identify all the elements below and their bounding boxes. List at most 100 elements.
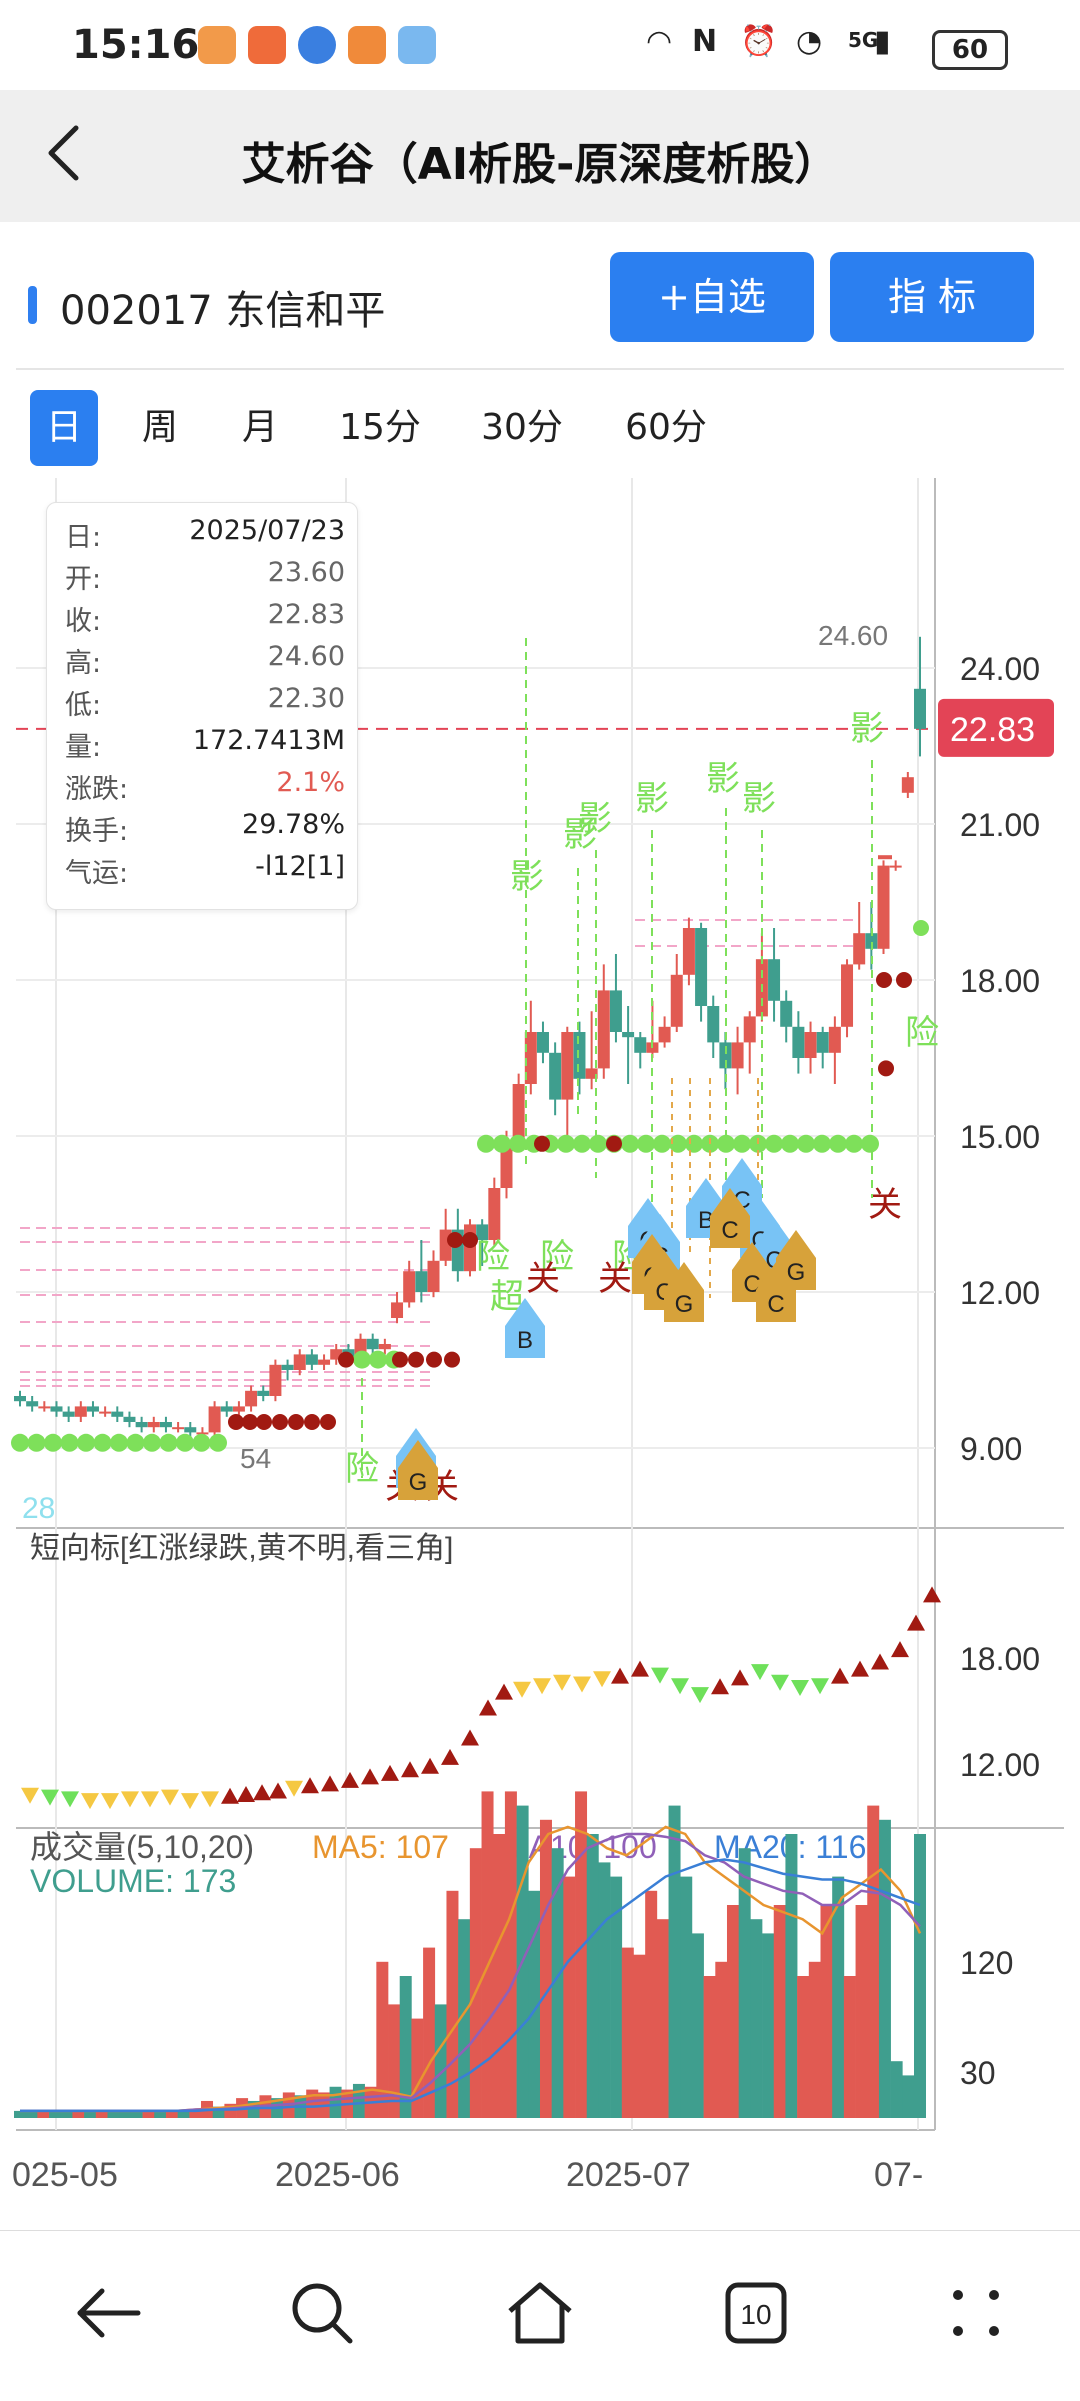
candle-body bbox=[111, 1411, 124, 1417]
high-price-label: 24.60 bbox=[818, 620, 888, 651]
volume-current-label: VOLUME: 173 bbox=[30, 1863, 236, 1899]
candle-body bbox=[877, 865, 890, 949]
buy-marker-shape bbox=[505, 1298, 545, 1358]
candle-body bbox=[622, 1032, 635, 1038]
signal-dot bbox=[845, 1134, 863, 1153]
signal-dot bbox=[93, 1433, 112, 1452]
candle-body bbox=[585, 1068, 598, 1079]
candle-body bbox=[889, 865, 902, 868]
volume-bar bbox=[95, 2110, 108, 2118]
signal-dot bbox=[733, 1134, 751, 1153]
volume-bar bbox=[855, 1905, 868, 2118]
price-info-panel: 日: 2025/07/23 开: 23.60 收: 22.83 高: 24.60 低: 22.30… bbox=[46, 502, 358, 910]
trend-triangle bbox=[21, 1787, 39, 1804]
trend-triangle bbox=[61, 1791, 79, 1808]
volume-bar bbox=[458, 1919, 471, 2118]
signal-dot bbox=[573, 1134, 591, 1153]
candle-body bbox=[634, 1037, 647, 1053]
menu-icon[interactable] bbox=[936, 2273, 1016, 2353]
risk-label: 险 bbox=[540, 1238, 574, 1276]
info-key: 换手: bbox=[65, 816, 129, 847]
info-key: 低: bbox=[65, 690, 102, 721]
signal-dot bbox=[861, 1134, 879, 1153]
volume-bar bbox=[691, 1933, 704, 2118]
info-key: 高: bbox=[65, 648, 102, 679]
info-key: 气运: bbox=[65, 858, 129, 889]
candle-body bbox=[208, 1406, 221, 1433]
tab-month[interactable]: 月 bbox=[241, 407, 278, 448]
tab-60min[interactable]: 60分 bbox=[625, 407, 707, 448]
x-axis-label: 025-05 bbox=[12, 2156, 118, 2194]
volume-bar bbox=[680, 1876, 693, 2118]
indicator-button[interactable]: 指 标 bbox=[830, 252, 1034, 342]
gold-marker: C bbox=[710, 1188, 750, 1248]
stock-name: 002017 东信和平 bbox=[60, 288, 386, 334]
volume-bar bbox=[668, 1805, 681, 2118]
risk-label: 险 bbox=[476, 1238, 510, 1276]
search-icon[interactable] bbox=[282, 2273, 362, 2353]
volume-bar bbox=[914, 1834, 926, 2118]
shadow-label: 影 bbox=[578, 800, 612, 838]
volume-bar bbox=[528, 1890, 541, 2118]
ma5-label: MA5: 107 bbox=[312, 1829, 449, 1865]
volume-bar bbox=[808, 1961, 821, 2118]
signal-dot bbox=[913, 920, 929, 936]
system-nav-bar: 10 bbox=[0, 2230, 1080, 2401]
shadow-label: 影 bbox=[850, 710, 884, 748]
back-icon[interactable] bbox=[36, 118, 96, 188]
info-row: 量: 172.7413M bbox=[65, 725, 345, 765]
candle-body bbox=[901, 777, 914, 793]
volume-bar bbox=[107, 2110, 120, 2118]
tab-15min[interactable]: 15分 bbox=[339, 407, 421, 448]
tabs-icon[interactable]: 10 bbox=[716, 2273, 796, 2353]
trend-triangle bbox=[81, 1793, 99, 1810]
info-row: 收: 22.83 bbox=[65, 599, 345, 639]
volume-bar bbox=[49, 2110, 62, 2118]
candle-body bbox=[403, 1271, 416, 1303]
add-watchlist-button[interactable]: +自选 bbox=[610, 252, 814, 342]
signal-dot bbox=[426, 1351, 442, 1368]
info-key: 量: bbox=[65, 732, 102, 763]
signal-dot bbox=[829, 1134, 847, 1153]
signal-dot bbox=[338, 1351, 354, 1368]
candle-body bbox=[305, 1354, 318, 1365]
kline-chart[interactable]: 24.00 21.00 18.00 15.00 12.00 9.00 22.83 24.60 5… bbox=[0, 478, 1080, 2198]
candle-body bbox=[914, 688, 926, 729]
candle-body bbox=[135, 1422, 148, 1428]
tab-week[interactable]: 周 bbox=[141, 407, 178, 448]
battery-icon: 60 bbox=[932, 30, 1008, 70]
volume-bar bbox=[785, 1834, 798, 2118]
volume-bar bbox=[878, 1819, 891, 2118]
candle-body bbox=[816, 1032, 829, 1053]
signal-dot bbox=[369, 1350, 387, 1369]
signal-dot bbox=[110, 1433, 128, 1452]
back-arrow-icon[interactable] bbox=[68, 2273, 148, 2353]
candle-body bbox=[768, 959, 781, 1001]
volume-bar bbox=[586, 1834, 599, 2118]
signal-dot bbox=[288, 1414, 304, 1430]
gold-marker-label: G bbox=[409, 1469, 428, 1496]
signal-dot bbox=[781, 1134, 799, 1153]
trend-triangle bbox=[101, 1793, 119, 1810]
info-row: 涨跌: 2.1% bbox=[65, 767, 345, 807]
candle-body bbox=[476, 1224, 489, 1240]
signal-dot bbox=[717, 1134, 735, 1153]
gold-marker-shape bbox=[398, 1440, 438, 1500]
tab-day[interactable]: 日 bbox=[30, 390, 98, 466]
volume-bar bbox=[306, 2089, 319, 2118]
info-value: 172.7413M bbox=[192, 725, 345, 756]
headphone-icon: ◠ bbox=[646, 24, 673, 59]
tab-30min[interactable]: 30分 bbox=[481, 407, 563, 448]
candle-body bbox=[318, 1359, 331, 1365]
candle-body bbox=[427, 1260, 440, 1292]
candle-body bbox=[743, 1016, 756, 1043]
volume-bar bbox=[621, 1947, 634, 2118]
candle-body bbox=[561, 1032, 574, 1100]
network-label: 5G bbox=[848, 28, 879, 52]
signal-dot bbox=[653, 1134, 671, 1153]
volume-bar bbox=[165, 2110, 178, 2118]
home-icon[interactable] bbox=[500, 2273, 580, 2353]
volume-bar bbox=[773, 1905, 786, 2118]
nfc-icon: N bbox=[692, 24, 718, 59]
svg-text:10: 10 bbox=[740, 2299, 771, 2330]
